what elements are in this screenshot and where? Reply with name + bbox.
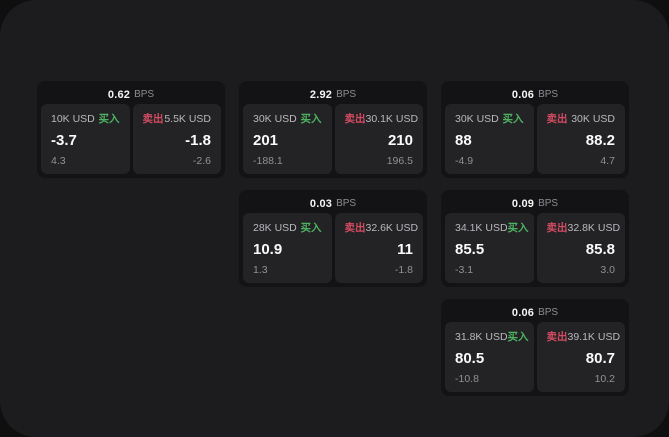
- bps-unit: BPS: [538, 307, 559, 318]
- sell-amount: 30.1K USD: [365, 112, 419, 125]
- sell-delta: -1.8: [394, 263, 413, 276]
- buy-side-label: 买入: [507, 331, 529, 343]
- bps-header: 0.03 BPS: [243, 194, 423, 213]
- buy-panel[interactable]: 30K USD 买入 88 -4.9: [445, 104, 534, 174]
- sell-delta: 196.5: [386, 154, 413, 167]
- sell-panel[interactable]: 卖出 32.8K USD 85.8 3.0: [536, 213, 625, 283]
- buy-panel[interactable]: 30K USD 买入 201 -188.1: [243, 104, 332, 174]
- sell-panel[interactable]: 卖出 30.1K USD 210 196.5: [334, 104, 423, 174]
- sell-amount: 39.1K USD: [567, 330, 621, 343]
- buy-side-label: 买入: [98, 113, 120, 125]
- bps-unit: BPS: [336, 89, 357, 100]
- sell-amount: 32.6K USD: [365, 221, 419, 234]
- sell-side-label: 卖出: [344, 113, 366, 125]
- buy-panel[interactable]: 28K USD 买入 10.9 1.3: [243, 213, 332, 283]
- spread-card: 0.09 BPS 34.1K USD 买入 85.5 -3.1 卖出 32.8K…: [441, 190, 629, 287]
- buy-delta: -10.8: [455, 372, 479, 385]
- sell-side-label: 卖出: [546, 222, 568, 234]
- buy-amount: 34.1K USD: [455, 221, 508, 234]
- sell-side-label: 卖出: [344, 222, 366, 234]
- sell-side-label: 卖出: [546, 331, 568, 343]
- buy-panel[interactable]: 31.8K USD 买入 80.5 -10.8: [445, 322, 534, 392]
- sell-price: 11: [397, 241, 413, 259]
- bps-header: 0.09 BPS: [445, 194, 625, 213]
- sell-side-label: 卖出: [546, 113, 568, 125]
- buy-amount: 28K USD: [253, 221, 297, 234]
- buy-side-label: 买入: [300, 222, 322, 234]
- sell-panel[interactable]: 卖出 32.6K USD 11 -1.8: [334, 213, 423, 283]
- bps-value: 0.06: [511, 306, 535, 319]
- sell-panel[interactable]: 卖出 30K USD 88.2 4.7: [536, 104, 625, 174]
- buy-delta: -4.9: [455, 154, 474, 167]
- bps-unit: BPS: [134, 89, 155, 100]
- bps-value: 2.92: [309, 88, 333, 101]
- buy-amount: 31.8K USD: [455, 330, 508, 343]
- buy-amount: 10K USD: [51, 112, 95, 125]
- buy-price: 80.5: [455, 350, 485, 368]
- buy-amount: 30K USD: [455, 112, 499, 125]
- bps-unit: BPS: [538, 89, 559, 100]
- buy-side-label: 买入: [507, 222, 529, 234]
- bps-header: 2.92 BPS: [243, 85, 423, 104]
- bps-unit: BPS: [336, 198, 357, 209]
- buy-price: 10.9: [253, 241, 283, 259]
- sell-delta: 4.7: [600, 154, 615, 167]
- sell-delta: 10.2: [594, 372, 615, 385]
- bps-value: 0.62: [107, 88, 131, 101]
- buy-side-label: 买入: [502, 113, 524, 125]
- bps-unit: BPS: [538, 198, 559, 209]
- buy-price: -3.7: [51, 132, 77, 150]
- bps-value: 0.03: [309, 197, 333, 210]
- sell-amount: 32.8K USD: [567, 221, 621, 234]
- sell-delta: 3.0: [600, 263, 615, 276]
- bps-header: 0.06 BPS: [445, 85, 625, 104]
- sell-price: 210: [387, 132, 413, 150]
- buy-delta: -188.1: [253, 154, 283, 167]
- sell-price: 88.2: [585, 132, 615, 150]
- sell-panel[interactable]: 卖出 5.5K USD -1.8 -2.6: [132, 104, 221, 174]
- buy-delta: -3.1: [455, 263, 474, 276]
- spread-card: 2.92 BPS 30K USD 买入 201 -188.1 卖出 30.1K …: [239, 81, 427, 178]
- buy-panel[interactable]: 34.1K USD 买入 85.5 -3.1: [445, 213, 534, 283]
- sell-price: 85.8: [585, 241, 615, 259]
- sell-amount: 5.5K USD: [164, 112, 211, 125]
- buy-side-label: 买入: [300, 113, 322, 125]
- buy-price: 201: [253, 132, 279, 150]
- buy-panel[interactable]: 10K USD 买入 -3.7 4.3: [41, 104, 130, 174]
- bps-value: 0.09: [511, 197, 535, 210]
- sell-delta: -2.6: [192, 154, 211, 167]
- spread-card: 0.03 BPS 28K USD 买入 10.9 1.3 卖出 32.6K US…: [239, 190, 427, 287]
- buy-amount: 30K USD: [253, 112, 297, 125]
- sell-price: 80.7: [585, 350, 615, 368]
- bps-header: 0.62 BPS: [41, 85, 221, 104]
- buy-delta: 1.3: [253, 263, 268, 276]
- spread-card: 0.06 BPS 31.8K USD 买入 80.5 -10.8 卖出 39.1…: [441, 299, 629, 396]
- buy-price: 85.5: [455, 241, 485, 259]
- sell-side-label: 卖出: [142, 113, 164, 125]
- spread-card: 0.06 BPS 30K USD 买入 88 -4.9 卖出 30K USD: [441, 81, 629, 178]
- buy-price: 88: [455, 132, 472, 150]
- bps-value: 0.06: [511, 88, 535, 101]
- spread-card: 0.62 BPS 10K USD 买入 -3.7 4.3 卖出 5.5K USD: [37, 81, 225, 178]
- sell-panel[interactable]: 卖出 39.1K USD 80.7 10.2: [536, 322, 625, 392]
- bps-header: 0.06 BPS: [445, 303, 625, 322]
- buy-delta: 4.3: [51, 154, 66, 167]
- sell-amount: 30K USD: [571, 112, 615, 125]
- cards-grid: 0.62 BPS 10K USD 买入 -3.7 4.3 卖出 5.5K USD: [37, 81, 629, 396]
- sell-price: -1.8: [185, 132, 211, 150]
